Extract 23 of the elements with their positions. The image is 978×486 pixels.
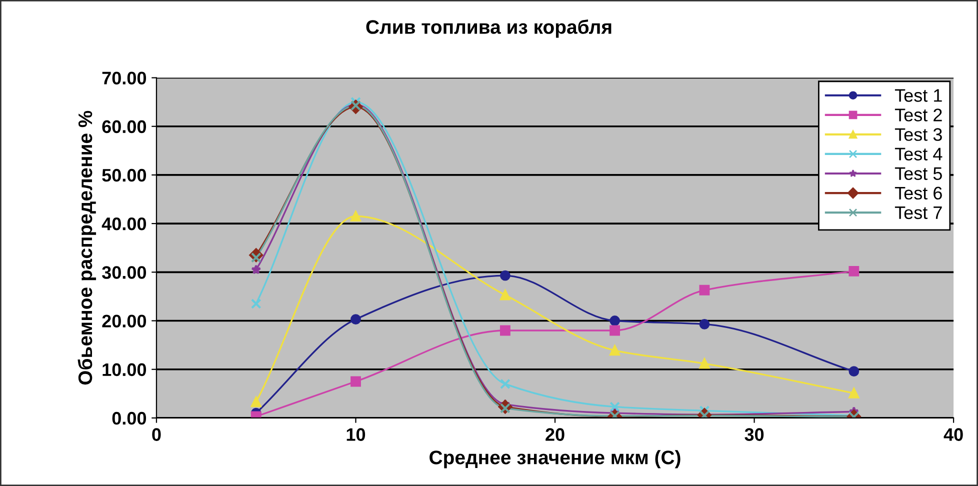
legend-label: Test 6 <box>894 186 942 200</box>
y-tick-label: 50.00 <box>102 168 146 182</box>
legend-label: Test 4 <box>894 148 942 160</box>
legend-label: Test 7 <box>894 206 942 220</box>
x-axis-title: Среднее значение мкм (C) <box>430 450 680 468</box>
y-axis-title: Обьемное распределение % <box>78 110 96 385</box>
y-tick-label: 40.00 <box>102 217 146 230</box>
y-tick-label: 20.00 <box>102 314 146 328</box>
x-tick-label: 10 <box>346 428 366 441</box>
chart-title: Слив топлива из корабля <box>366 19 612 38</box>
y-tick-label: 60.00 <box>102 120 146 134</box>
y-tick-label: 30.00 <box>102 266 146 279</box>
y-tick-label: 70.00 <box>102 72 146 84</box>
x-tick-label: 0 <box>152 428 161 441</box>
legend-label: Test 1 <box>894 89 942 102</box>
x-tick-label: 40 <box>944 428 963 441</box>
y-tick-label: 10.00 <box>102 363 146 376</box>
legend-label: Test 2 <box>894 108 942 122</box>
x-tick-label: 20 <box>546 428 564 441</box>
y-tick-label: 0.00 <box>112 412 146 425</box>
x-tick-label: 30 <box>744 428 764 441</box>
legend-label: Test 5 <box>894 167 942 180</box>
legend-label: Test 3 <box>894 128 942 141</box>
